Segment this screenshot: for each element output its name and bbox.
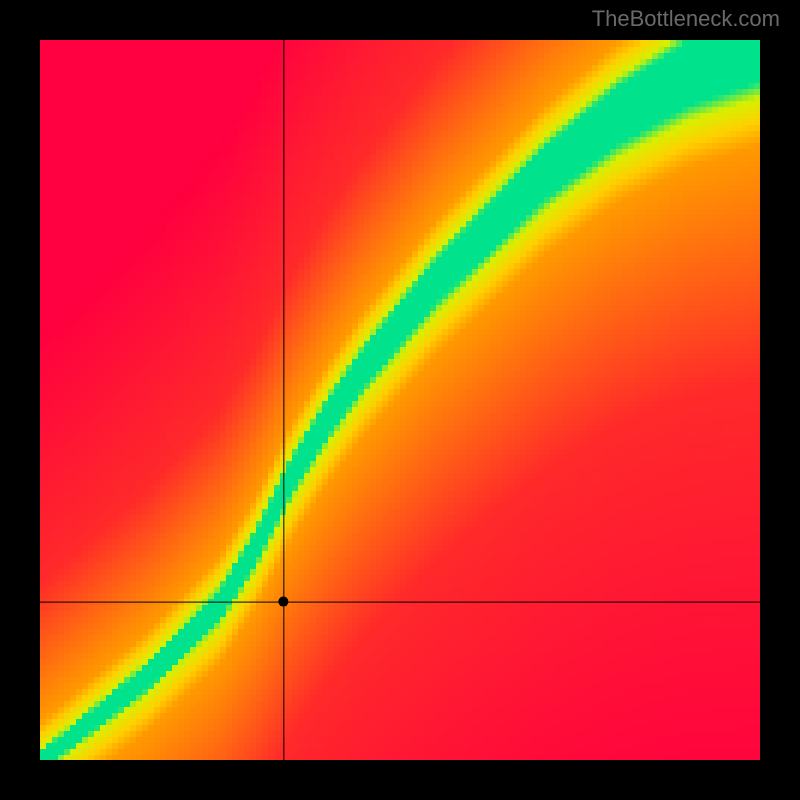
chart-container: TheBottleneck.com [0, 0, 800, 800]
watermark-text: TheBottleneck.com [592, 6, 780, 32]
crosshair-overlay [40, 40, 760, 760]
